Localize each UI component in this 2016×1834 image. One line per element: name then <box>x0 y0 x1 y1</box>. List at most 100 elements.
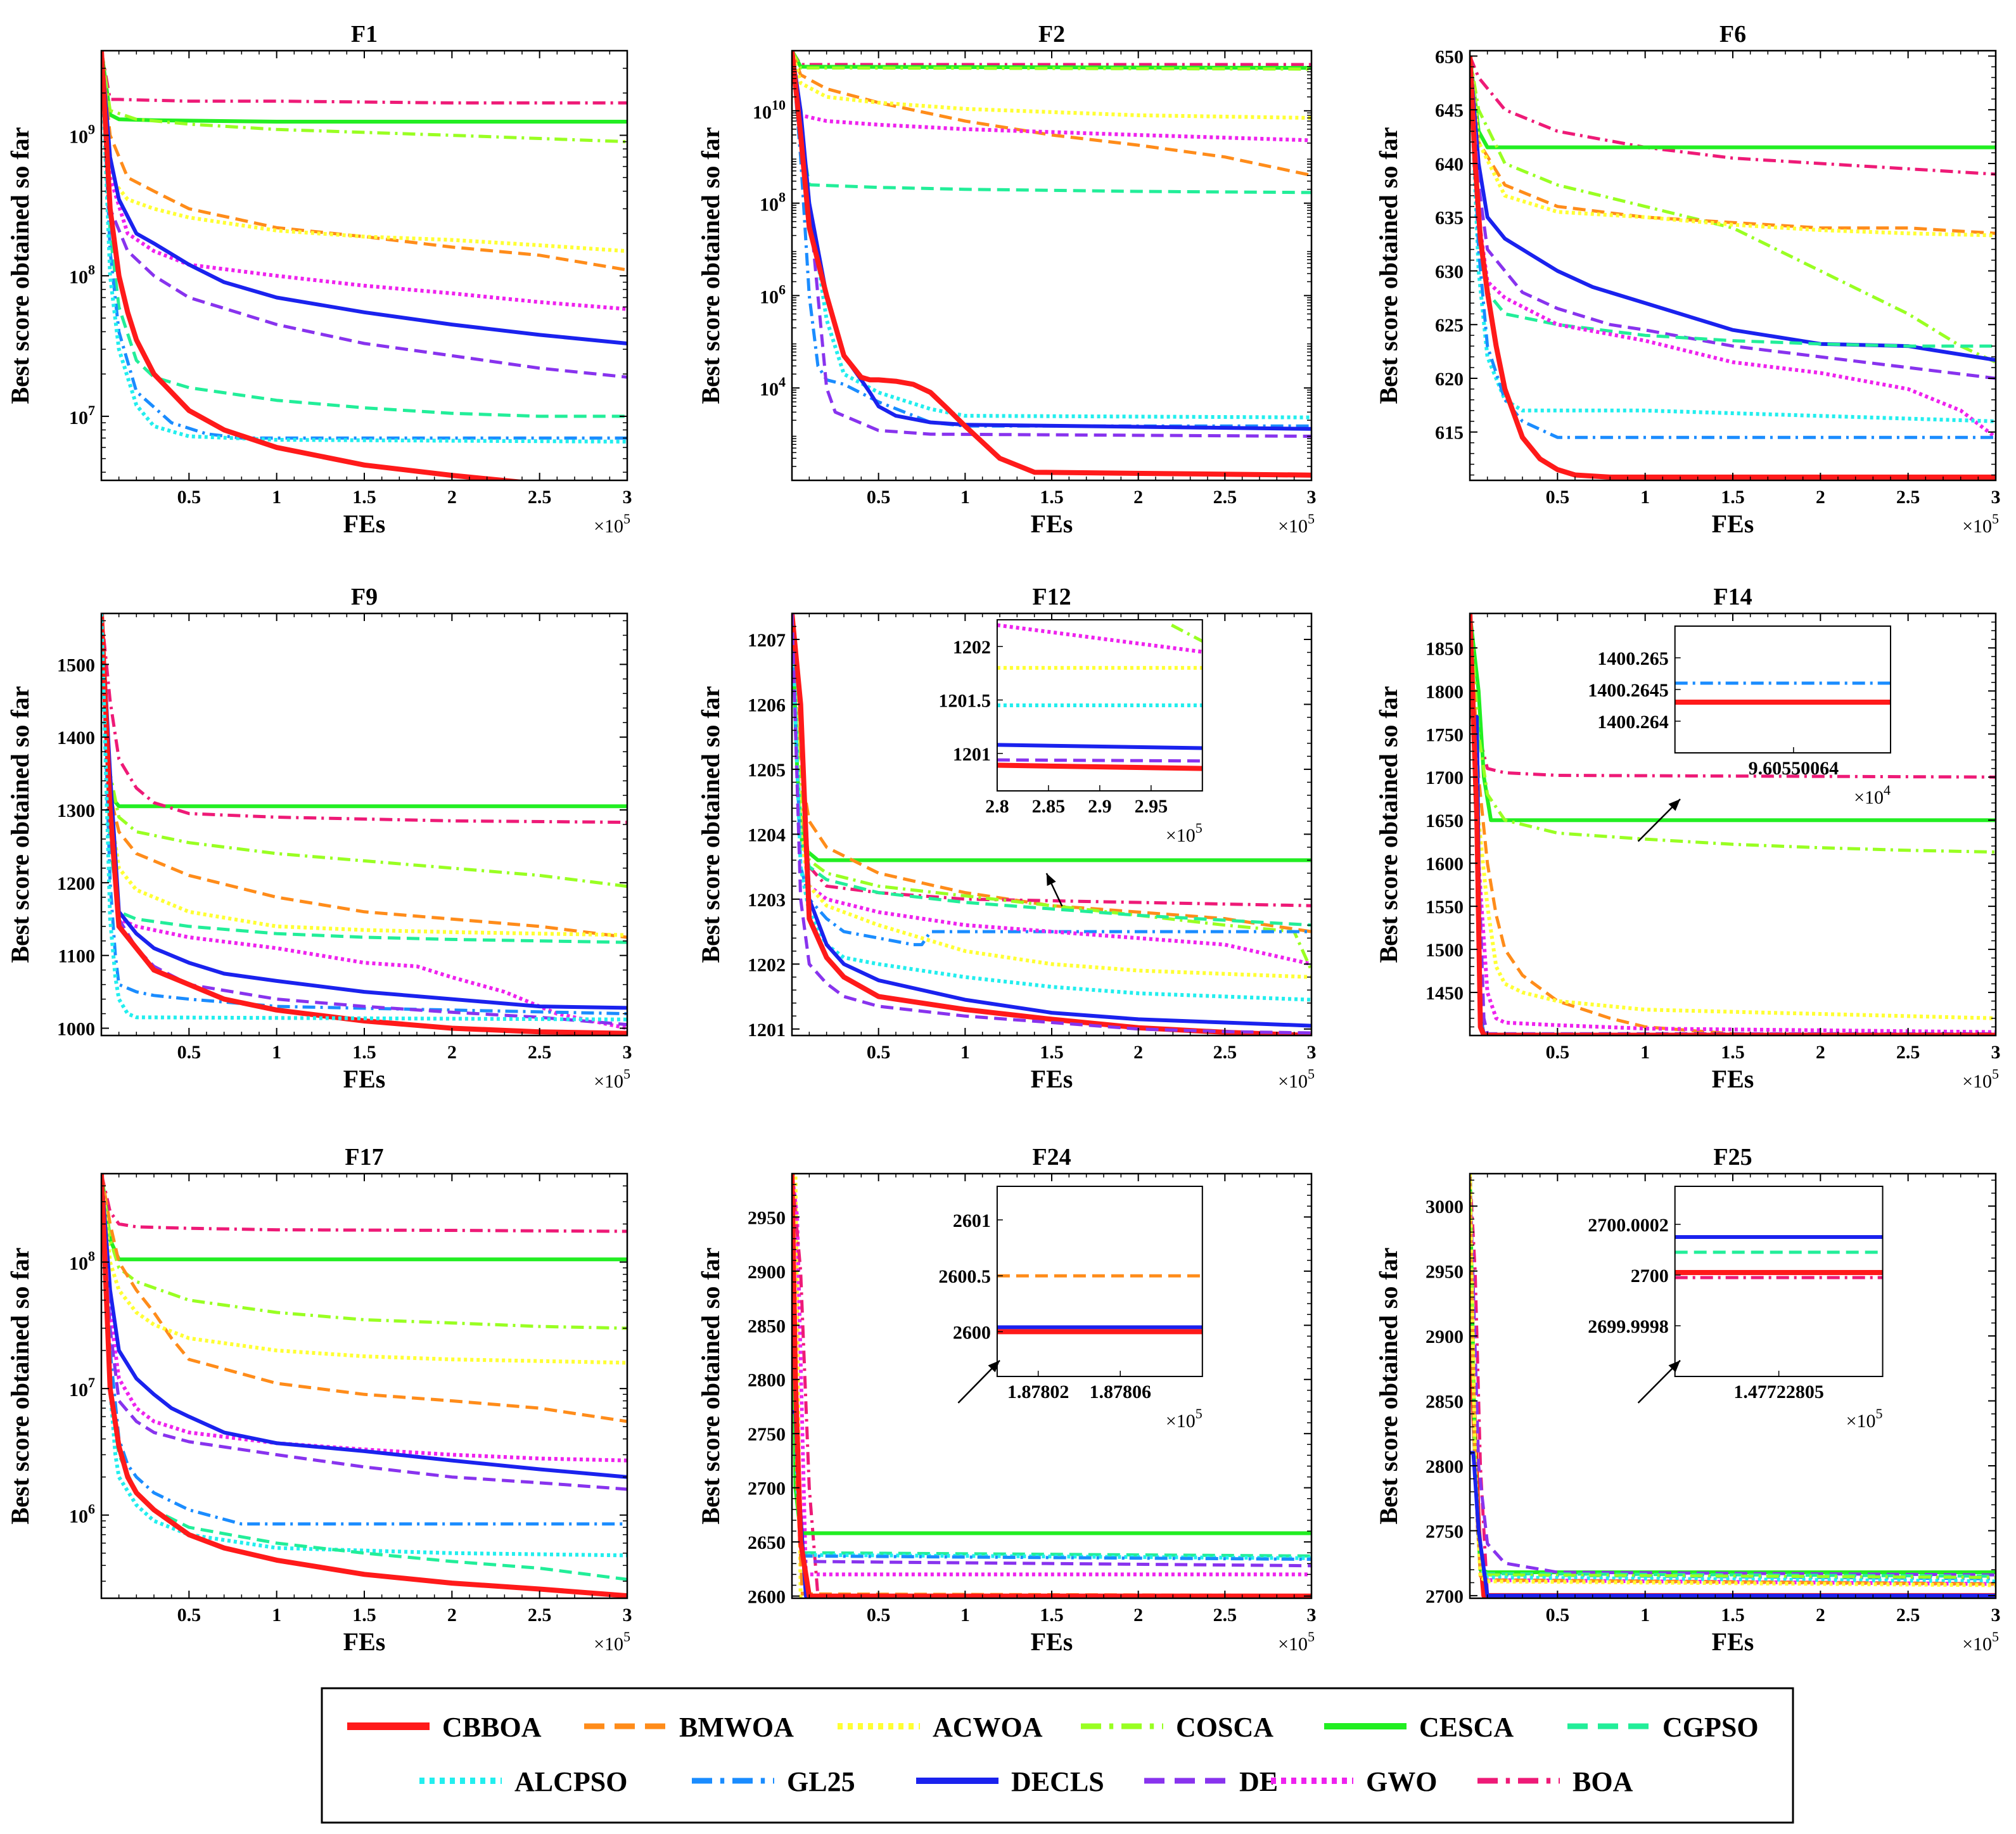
panel-f24-ytick-label: 2650 <box>748 1532 786 1553</box>
panel-f9-xtick-label: 0.5 <box>177 1042 201 1063</box>
panel-f25-xtick-label: 1 <box>1640 1605 1650 1626</box>
panel-f12-inset: 2.8 2.85 2.9 2.95 1201 1201.5 1202 ×105 <box>938 619 1203 907</box>
panel-f17-ytick-label-base: 10 <box>69 1254 88 1274</box>
panel-f14-ytick-label: 1500 <box>1426 940 1464 961</box>
panel-f1-ytick-label-base: 10 <box>69 267 88 288</box>
panel-f17-title: F17 <box>345 1144 383 1170</box>
panel-f9-title: F9 <box>351 584 378 610</box>
panel-f1-xlabel: FEs <box>343 510 386 538</box>
legend-item-alcpso: ALCPSO <box>419 1766 627 1797</box>
panel-f12-ytick-label: 1206 <box>748 695 786 715</box>
panel-f1-xtick-label: 1.5 <box>352 487 376 508</box>
panel-f25-xtick-label: 0.5 <box>1546 1605 1570 1626</box>
panel-f25-inset-xtick-label: 1.47722805 <box>1733 1382 1824 1402</box>
panel-f12-ytick-label: 1201 <box>748 1020 786 1041</box>
panel-f24-xtick-label: 1 <box>960 1605 970 1626</box>
panel-f17-series-boa <box>101 1174 627 1233</box>
panel-f24: F24 0.5 1 1.5 2 2.5 3 2600 2650 2700 2750 2800 2850 2… <box>696 1144 1317 1656</box>
panel-f6-ytick-label: 625 <box>1435 315 1464 336</box>
panel-f9-ytick-label: 1100 <box>58 946 95 967</box>
panel-f14-ytick-label: 1800 <box>1426 681 1464 702</box>
panel-f14-ytick-label: 1850 <box>1426 638 1464 659</box>
panel-f9-xtick-label: 3 <box>623 1042 632 1063</box>
panel-f1-series-boa <box>101 51 627 105</box>
legend-item-boa: BOA <box>1477 1766 1633 1797</box>
panel-f2-ytick-label: 106 <box>760 281 786 307</box>
panel-f24-inset: 1.87802 1.87806 2600 2600.5 2601 ×105 <box>938 1186 1203 1432</box>
panel-f1-xtick-label: 3 <box>623 487 632 508</box>
panel-f6-series-gl25 <box>1470 56 1996 439</box>
panel-f9-xtick-label: 1.5 <box>352 1042 376 1063</box>
panel-f1-series-gl25 <box>101 51 627 440</box>
panel-f14-xtick-label: 0.5 <box>1546 1042 1570 1063</box>
panel-f9-ylabel: Best score obtained so far <box>6 686 34 963</box>
panel-f14-ytick-label: 1600 <box>1426 854 1464 875</box>
panel-f1-x-exponent: ×105 <box>594 511 630 537</box>
panel-f14-x-exponent-base: ×10 <box>1962 1071 1992 1092</box>
panel-f2-series-decls <box>792 51 1311 431</box>
panel-f25-x-exponent-power: 5 <box>1992 1629 1999 1645</box>
legend-label-alcpso: ALCPSO <box>514 1766 627 1797</box>
panel-f24-xlabel: FEs <box>1031 1627 1073 1656</box>
panel-f1-series-cgpso <box>101 51 627 418</box>
panel-f6-x-exponent-base: ×10 <box>1962 516 1992 537</box>
panel-f12: F12 0.5 1 1.5 2 2.5 3 1201 1202 1203 1204 1205 1206 1… <box>696 584 1317 1093</box>
panel-f9-series-gwo <box>101 613 627 1030</box>
panel-f17-series-cbboa <box>101 1174 627 1598</box>
panel-f14-title: F14 <box>1713 584 1752 610</box>
panel-f9-axes-box <box>100 612 628 1037</box>
panel-f9-series-cgpso <box>101 613 627 944</box>
panel-f17-x-exponent-power: 5 <box>623 1629 630 1645</box>
panel-f6-ytick-label: 645 <box>1435 100 1464 121</box>
panel-f1-x-exponent-power: 5 <box>623 511 630 527</box>
panel-f1-xtick-label: 0.5 <box>177 487 201 508</box>
panel-f12-inset-series-de <box>997 758 1203 763</box>
legend-label-acwoa: ACWOA <box>933 1712 1043 1743</box>
panel-f17-ytick-label-exp: 7 <box>88 1375 95 1390</box>
panel-f1-ytick-label-base: 10 <box>69 126 88 147</box>
panel-f17-x-exponent-base: ×10 <box>594 1634 623 1655</box>
panel-f1-ylabel: Best score obtained so far <box>6 127 34 404</box>
panel-f2-xtick-label: 1.5 <box>1040 487 1064 508</box>
panel-f12-xtick-label: 3 <box>1307 1042 1317 1063</box>
panel-f14-series-decls <box>1470 715 1996 1036</box>
panel-f2-series-alcpso <box>792 51 1311 420</box>
panel-f12-ytick-label: 1202 <box>748 954 786 975</box>
panel-f6-series-alcpso <box>1470 56 1996 423</box>
panel-f24-inset-xtick-label: 1.87806 <box>1089 1382 1151 1402</box>
panel-f2-ytick-label-exp: 4 <box>779 374 786 390</box>
panel-f2-xtick-label: 1 <box>960 487 970 508</box>
panel-f24-ytick-label: 2850 <box>748 1316 786 1337</box>
panel-f12-arrow-head <box>1046 873 1056 886</box>
panel-f1-series-gwo <box>101 51 627 311</box>
panel-f2-series-gl25 <box>792 51 1311 428</box>
panel-f2-series-cbboa <box>792 51 1311 478</box>
panel-f9: F9 0.5 1 1.5 2 2.5 3 1000 1100 1200 1300 1400 1500 FE… <box>6 584 632 1093</box>
panel-f24-inset-ytick-label: 2600.5 <box>938 1266 991 1287</box>
panel-f12-xtick-label: 0.5 <box>867 1042 891 1063</box>
panel-f2-x-exponent-base: ×10 <box>1278 516 1308 537</box>
legend-label-decls: DECLS <box>1011 1766 1104 1797</box>
panel-f24-xtick-label: 2 <box>1133 1605 1143 1626</box>
panel-f12-title: F12 <box>1032 584 1071 610</box>
panel-f25-inset-exponent-base: ×10 <box>1846 1411 1876 1432</box>
panel-f24-xtick-label: 3 <box>1307 1605 1317 1626</box>
panel-f25-series-alcpso <box>1470 1174 1996 1584</box>
panel-f2-ytick-label: 1010 <box>753 97 786 123</box>
panel-f9-series-alcpso <box>101 613 627 1022</box>
legend-label-cgpso: CGPSO <box>1662 1712 1759 1743</box>
panel-f9-series-acwoa <box>101 613 627 937</box>
panel-f2-xtick-label: 0.5 <box>867 487 891 508</box>
panel-f25-inset-ytick-label: 2700.0002 <box>1588 1215 1669 1236</box>
panel-f1-series-decls <box>101 51 627 345</box>
panel-f24-ytick-label: 2750 <box>748 1424 786 1445</box>
panel-f17-xtick-label: 0.5 <box>177 1605 201 1626</box>
legend: CBBOA BMWOA ACWOA COSCA CESCA CGPSO ALCPSO GL25… <box>321 1687 1794 1824</box>
panel-f9-x-exponent-base: ×10 <box>594 1071 623 1092</box>
panel-f12-x-exponent-power: 5 <box>1308 1066 1315 1082</box>
panel-f25-inset: 1.47722805 2699.9998 2700 2700.0002 ×105 <box>1588 1186 1884 1432</box>
panel-f9-ytick-label: 1200 <box>57 873 95 894</box>
